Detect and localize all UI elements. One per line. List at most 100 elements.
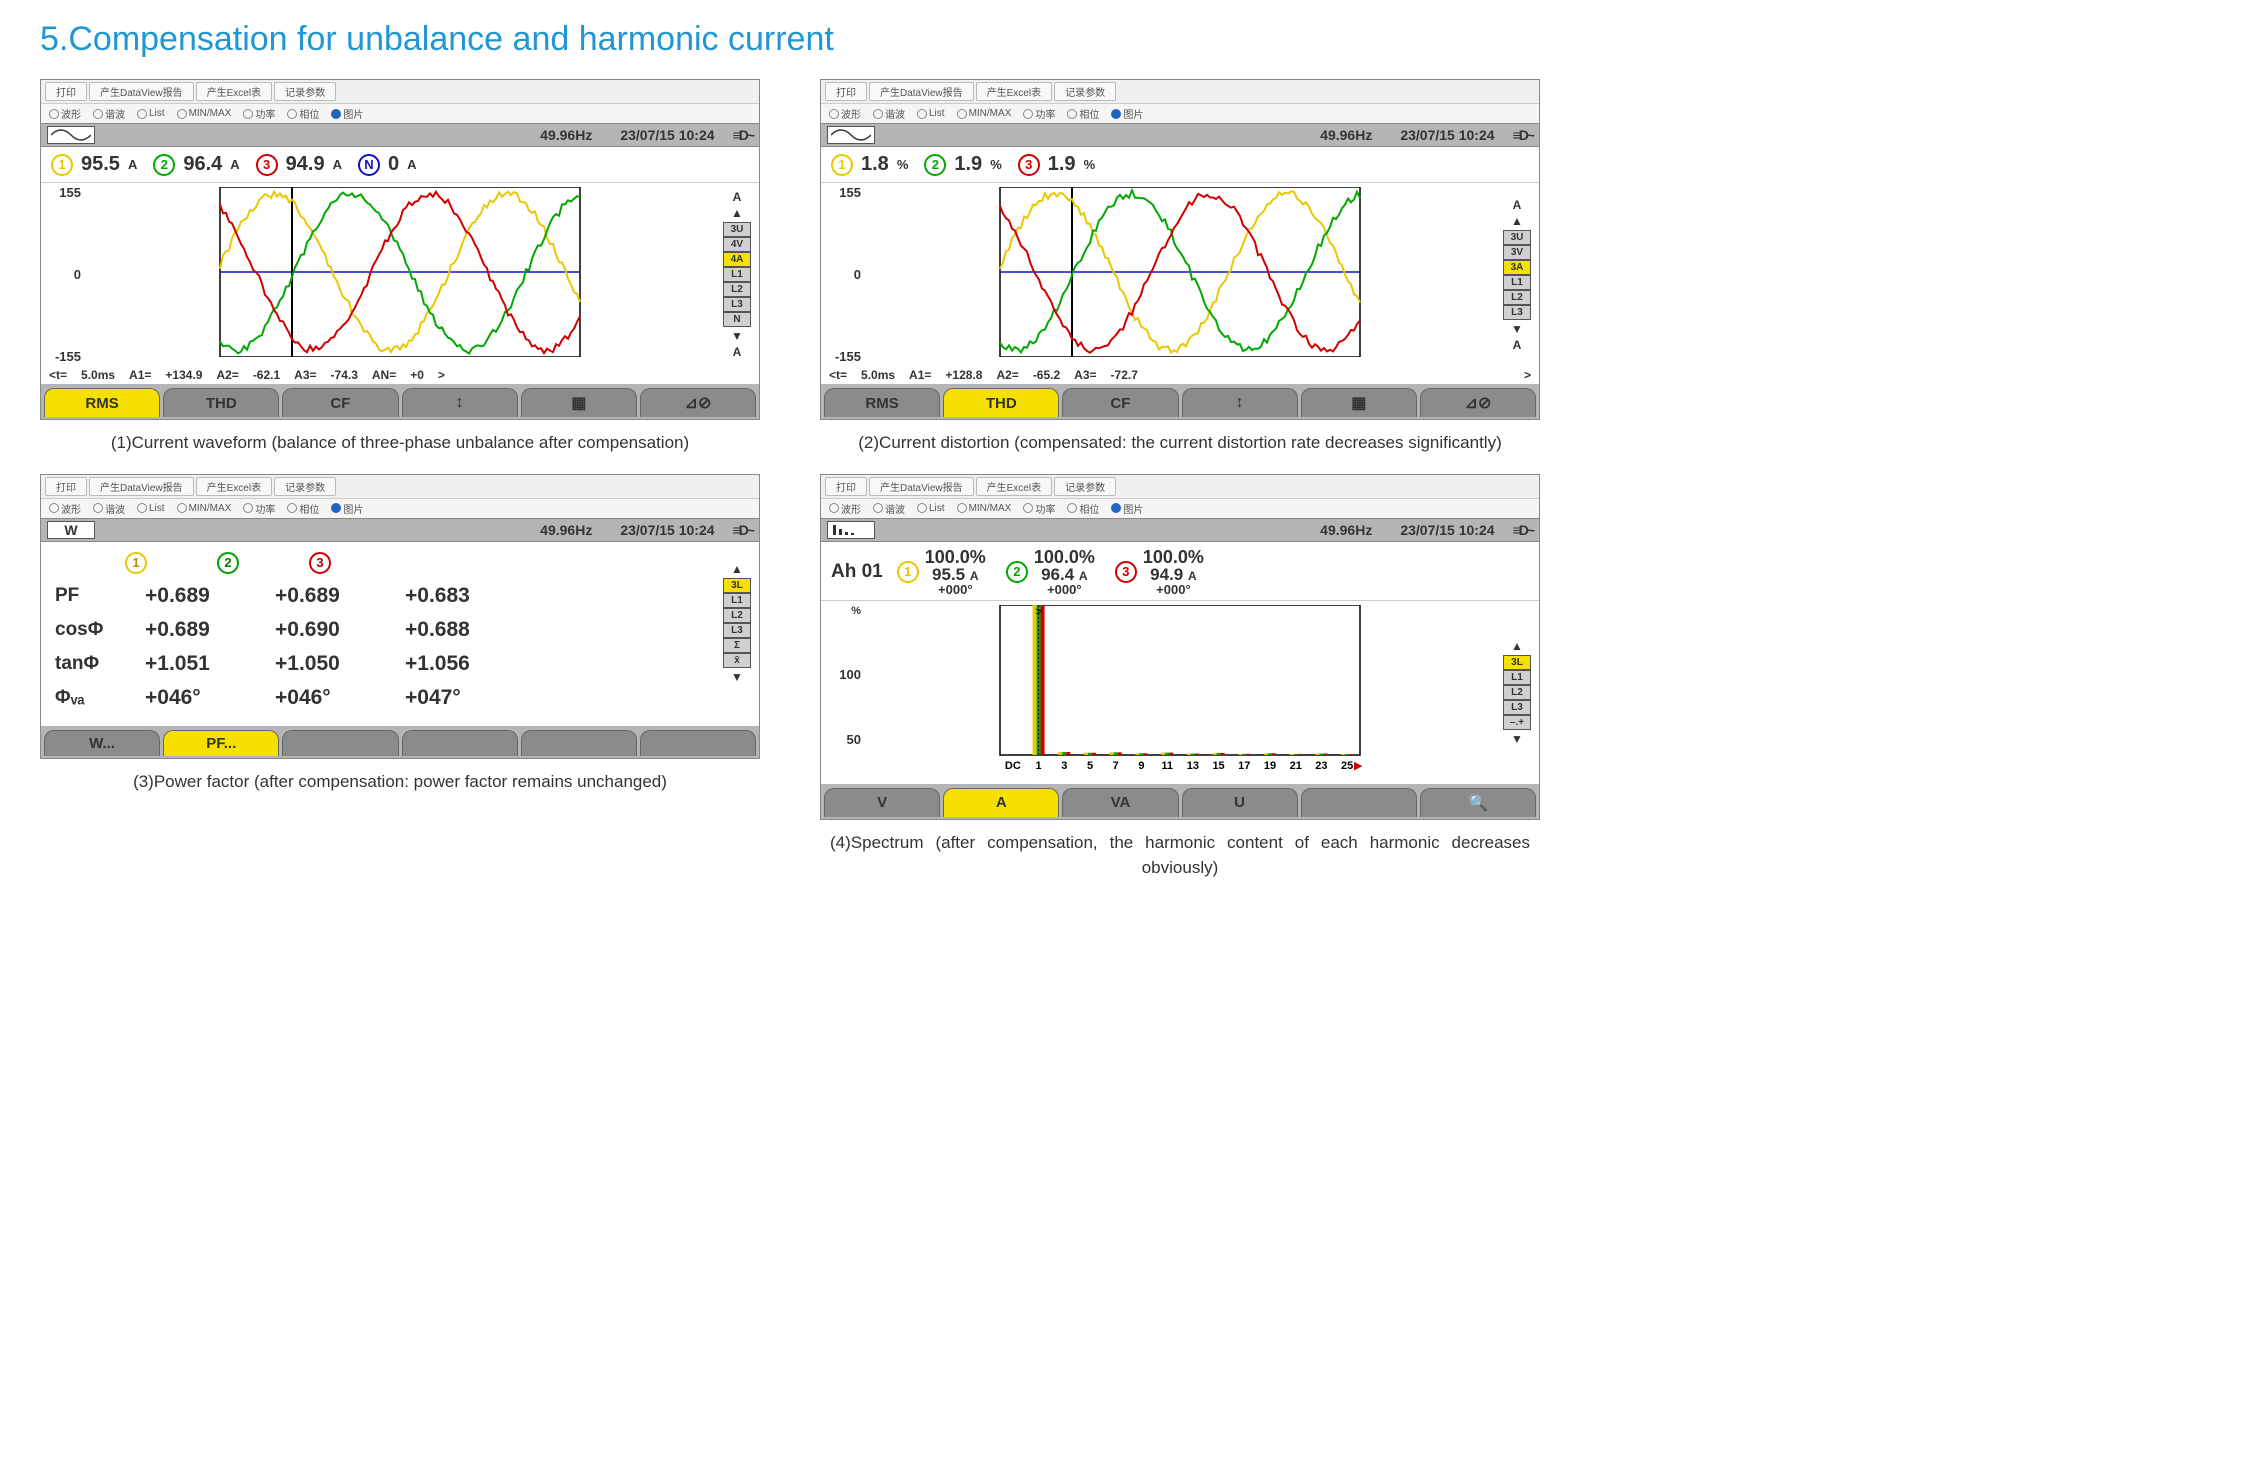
menu-item[interactable]: 产生Excel表 (196, 82, 272, 101)
view-radio[interactable]: 波形 (829, 106, 861, 121)
bottom-tab[interactable] (282, 730, 398, 756)
status-datetime: 23/07/15 10:24 (1400, 127, 1494, 143)
view-radio[interactable]: 图片 (1111, 106, 1143, 121)
side-button[interactable]: 4A (723, 252, 751, 267)
yaxis-4: % 100 50 (821, 601, 865, 784)
menu-item[interactable]: 打印 (45, 477, 87, 496)
menu-item[interactable]: 产生Excel表 (976, 82, 1052, 101)
view-radio[interactable]: MIN/MAX (957, 108, 1012, 119)
view-radio[interactable]: 图片 (331, 501, 363, 516)
spectrum-svg[interactable]: DC>135791113151719212325▶ (865, 605, 1495, 775)
view-radio[interactable]: 图片 (1111, 501, 1143, 516)
bottom-tab[interactable]: ↕ (402, 388, 518, 417)
menu-item[interactable]: 记录参数 (1054, 82, 1116, 101)
bottom-tab[interactable]: CF (282, 388, 398, 417)
bottom-tab[interactable]: CF (1062, 388, 1178, 417)
side-button[interactable]: 3L (723, 578, 751, 593)
side-button[interactable]: L1 (723, 593, 751, 608)
view-radio[interactable]: List (917, 503, 945, 514)
side-button[interactable]: L1 (723, 267, 751, 282)
view-radio[interactable]: MIN/MAX (957, 503, 1012, 514)
view-radio[interactable]: 相位 (1067, 106, 1099, 121)
menu-item[interactable]: 产生DataView报告 (869, 82, 974, 101)
wave-svg-1[interactable]: Ω (85, 187, 715, 357)
side-button[interactable]: 4V (723, 237, 751, 252)
bottom-tab[interactable]: ▦ (521, 388, 637, 417)
bottom-tab[interactable]: PF... (163, 730, 279, 756)
bottom-tab[interactable]: ⊿⊘ (1420, 388, 1536, 417)
bottom-tab[interactable]: THD (943, 388, 1059, 417)
bottom-tab[interactable]: ⊿⊘ (640, 388, 756, 417)
panel-3: 打印产生DataView报告产生Excel表记录参数 波形谐波 List MIN/M… (40, 474, 760, 881)
menu-item[interactable]: 记录参数 (274, 82, 336, 101)
view-radio[interactable]: 功率 (243, 501, 275, 516)
side-button[interactable]: L2 (723, 608, 751, 623)
menu-item[interactable]: 记录参数 (1054, 477, 1116, 496)
menu-item[interactable]: 产生Excel表 (196, 477, 272, 496)
bottom-tab[interactable]: U (1182, 788, 1298, 817)
menu-item[interactable]: 打印 (45, 82, 87, 101)
side-button[interactable]: L3 (1503, 305, 1531, 320)
view-radio[interactable]: List (917, 108, 945, 119)
view-radio[interactable]: 功率 (243, 106, 275, 121)
view-radio[interactable]: 功率 (1023, 106, 1055, 121)
bottom-tab[interactable] (1301, 788, 1417, 817)
view-radio[interactable]: 波形 (49, 106, 81, 121)
menu-item[interactable]: 打印 (825, 82, 867, 101)
side-button[interactable]: L3 (723, 297, 751, 312)
radiorow-1: 波形谐波 List MIN/MAX 功率相位图片 (41, 104, 759, 123)
menu-item[interactable]: 产生Excel表 (976, 477, 1052, 496)
view-radio[interactable]: 功率 (1023, 501, 1055, 516)
bottom-tab[interactable]: V (824, 788, 940, 817)
wave-svg-2[interactable]: Ω (865, 187, 1495, 357)
side-button[interactable]: 3V (1503, 245, 1531, 260)
side-button[interactable]: 3U (723, 222, 751, 237)
side-button[interactable]: Σ (723, 638, 751, 653)
side-button[interactable]: L1 (1503, 275, 1531, 290)
view-radio[interactable]: 谐波 (93, 501, 125, 516)
side-button[interactable]: L2 (723, 282, 751, 297)
bottom-tab[interactable]: RMS (44, 388, 160, 417)
bottom-tab[interactable]: ↕ (1182, 388, 1298, 417)
menu-item[interactable]: 产生DataView报告 (89, 82, 194, 101)
side-button[interactable]: L2 (1503, 685, 1531, 700)
view-radio[interactable]: List (137, 108, 165, 119)
view-radio[interactable]: MIN/MAX (177, 503, 232, 514)
menu-item[interactable]: 产生DataView报告 (89, 477, 194, 496)
menu-item[interactable]: 记录参数 (274, 477, 336, 496)
side-button[interactable]: N (723, 312, 751, 327)
bottom-tab[interactable] (402, 730, 518, 756)
side-button[interactable]: L1 (1503, 670, 1531, 685)
view-radio[interactable]: 谐波 (93, 106, 125, 121)
side-button[interactable]: –.+ (1503, 715, 1531, 730)
bottom-tab[interactable]: THD (163, 388, 279, 417)
view-radio[interactable]: 图片 (331, 106, 363, 121)
bottom-tab[interactable]: A (943, 788, 1059, 817)
view-radio[interactable]: 谐波 (873, 501, 905, 516)
view-radio[interactable]: MIN/MAX (177, 108, 232, 119)
bottom-tab[interactable]: W... (44, 730, 160, 756)
status-frequency: 49.96Hz (540, 522, 592, 538)
side-button[interactable]: L3 (723, 623, 751, 638)
side-button[interactable]: L2 (1503, 290, 1531, 305)
bottom-tab[interactable]: RMS (824, 388, 940, 417)
side-button[interactable]: 3A (1503, 260, 1531, 275)
bottom-tab[interactable]: VA (1062, 788, 1178, 817)
view-radio[interactable]: 相位 (287, 501, 319, 516)
bottom-tab[interactable]: 🔍 (1420, 788, 1536, 817)
view-radio[interactable]: List (137, 503, 165, 514)
view-radio[interactable]: 相位 (1067, 501, 1099, 516)
view-radio[interactable]: 相位 (287, 106, 319, 121)
view-radio[interactable]: 波形 (49, 501, 81, 516)
side-button[interactable]: 3U (1503, 230, 1531, 245)
menu-item[interactable]: 产生DataView报告 (869, 477, 974, 496)
view-radio[interactable]: 波形 (829, 501, 861, 516)
view-radio[interactable]: 谐波 (873, 106, 905, 121)
side-button[interactable]: x̄ (723, 653, 751, 668)
side-button[interactable]: L3 (1503, 700, 1531, 715)
side-button[interactable]: 3L (1503, 655, 1531, 670)
bottom-tab[interactable] (640, 730, 756, 756)
menu-item[interactable]: 打印 (825, 477, 867, 496)
bottom-tab[interactable] (521, 730, 637, 756)
bottom-tab[interactable]: ▦ (1301, 388, 1417, 417)
